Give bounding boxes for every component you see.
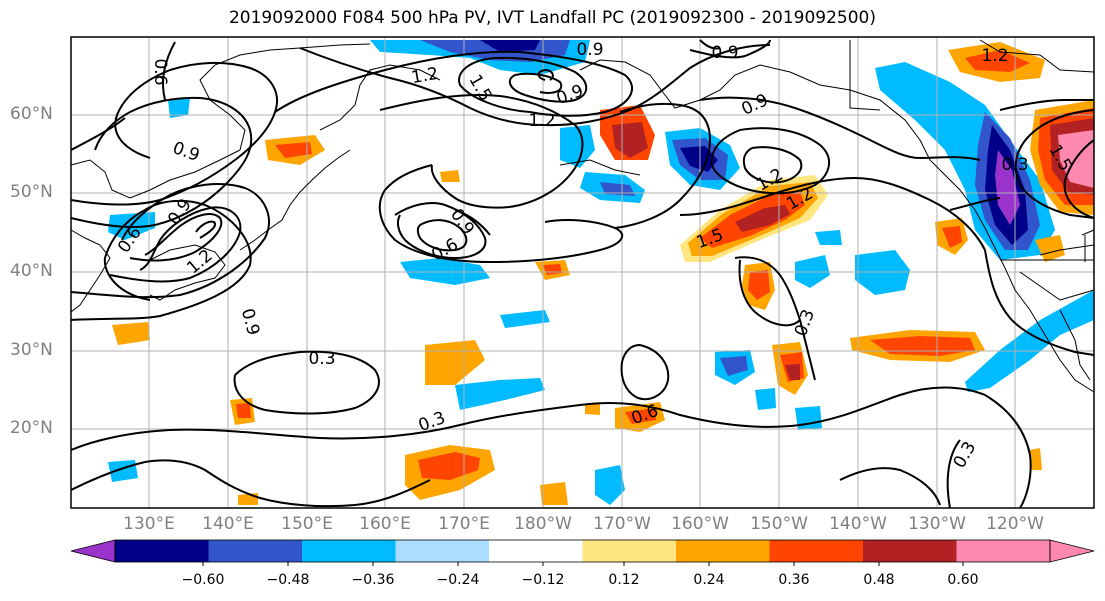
- contour-label: 0.3: [308, 349, 335, 369]
- neg-anomaly-patch: [815, 230, 842, 245]
- neg-anomaly-patch: [755, 388, 776, 410]
- colorbar-tick-label: 0.12: [608, 572, 640, 588]
- neg-anomaly-patch: [480, 40, 540, 52]
- colorbar-tick-label: −0.48: [266, 572, 310, 588]
- contour-lines: [70, 39, 1095, 509]
- pos-anomaly-patch: [1035, 235, 1065, 262]
- longitude-label: 160°E: [359, 514, 411, 534]
- anomaly-shading: [108, 40, 1094, 505]
- colorbar-tick-label: −0.12: [521, 572, 565, 588]
- neg-anomaly-patch: [595, 465, 625, 505]
- neg-anomaly-patch: [500, 310, 550, 328]
- colorbar-bin: [302, 540, 396, 562]
- pos-anomaly-patch: [540, 482, 568, 505]
- colorbar-tick-label: −0.36: [351, 572, 395, 588]
- contour-label: 0.9: [711, 43, 738, 63]
- latitude-label: 20°N: [10, 418, 53, 438]
- neg-anomaly-patch: [795, 406, 822, 430]
- colorbar-bin: [208, 540, 303, 562]
- pos-anomaly-patch: [275, 142, 312, 158]
- colorbar-bin: [395, 540, 490, 562]
- longitude-label: 170°E: [438, 514, 490, 534]
- neg-anomaly-patch: [168, 98, 190, 118]
- neg-anomaly-patch: [560, 125, 595, 168]
- contour-label: 0.6: [150, 58, 170, 85]
- contour-label: 0.3: [1001, 155, 1028, 175]
- pos-anomaly-patch: [238, 493, 258, 505]
- pos-anomaly-patch: [735, 205, 790, 232]
- colorbar-bin: [489, 540, 583, 562]
- colorbar-border: [114, 539, 1051, 563]
- colorbar-bin: [115, 540, 209, 562]
- map-border: [70, 36, 1095, 509]
- colorbar-tick-label: −0.24: [436, 572, 480, 588]
- colorbar-bin: [863, 540, 957, 562]
- longitude-label: 170°W: [593, 514, 651, 534]
- latitude-label: 50°N: [10, 182, 53, 202]
- longitude-label: 140°E: [202, 514, 254, 534]
- pos-anomaly-patch: [112, 322, 150, 345]
- neg-anomaly-patch: [995, 150, 1020, 225]
- pos-anomaly-patch: [785, 364, 800, 380]
- neg-anomaly-patch: [720, 356, 748, 376]
- neg-anomaly-patch: [965, 290, 1094, 392]
- colorbar: [70, 539, 1095, 566]
- contour-label: 1.2: [528, 111, 555, 131]
- longitude-label: 130°W: [908, 514, 966, 534]
- longitude-label: 130°E: [123, 514, 175, 534]
- colorbar-max-extension: [1049, 539, 1095, 563]
- longitude-label: 150°W: [750, 514, 808, 534]
- pos-anomaly-patch: [1030, 448, 1042, 470]
- chart-title: 2019092000 F084 500 hPa PV, IVT Landfall…: [228, 8, 876, 28]
- contour-label: 1.2: [410, 64, 440, 88]
- latitude-label: 60°N: [10, 104, 53, 124]
- pos-anomaly-patch: [942, 226, 962, 248]
- latitude-label: 40°N: [10, 261, 53, 281]
- longitude-label: 160°W: [671, 514, 729, 534]
- colorbar-bin: [769, 540, 864, 562]
- colorbar-tick-label: 0.60: [947, 572, 979, 588]
- longitude-label: 150°E: [281, 514, 333, 534]
- latitude-label: 30°N: [10, 340, 53, 360]
- pos-anomaly-patch: [748, 270, 770, 300]
- contour-label: 0.9: [576, 40, 603, 60]
- colorbar-bin: [582, 540, 677, 562]
- contour-label: 1.2: [981, 46, 1008, 66]
- colorbar-min-extension: [70, 539, 116, 563]
- longitude-label: 120°W: [986, 514, 1044, 534]
- pos-anomaly-patch: [625, 408, 656, 424]
- colorbar-tick-label: 0.24: [693, 572, 725, 588]
- pos-anomaly-patch: [236, 403, 251, 418]
- colorbar-tick-label: −0.60: [181, 572, 225, 588]
- colorbar-tick-label: 0.48: [863, 572, 895, 588]
- neg-anomaly-patch: [455, 378, 545, 410]
- longitude-label: 180°W: [514, 514, 572, 534]
- pos-anomaly-patch: [585, 404, 600, 415]
- colorbar-tick-label: 0.36: [778, 572, 810, 588]
- colorbar-bin: [676, 540, 770, 562]
- longitude-label: 140°W: [829, 514, 887, 534]
- pos-anomaly-patch: [612, 122, 648, 158]
- colorbar-bin: [956, 540, 1051, 562]
- pos-anomaly-patch: [440, 170, 460, 182]
- pos-anomaly-patch: [965, 50, 1030, 72]
